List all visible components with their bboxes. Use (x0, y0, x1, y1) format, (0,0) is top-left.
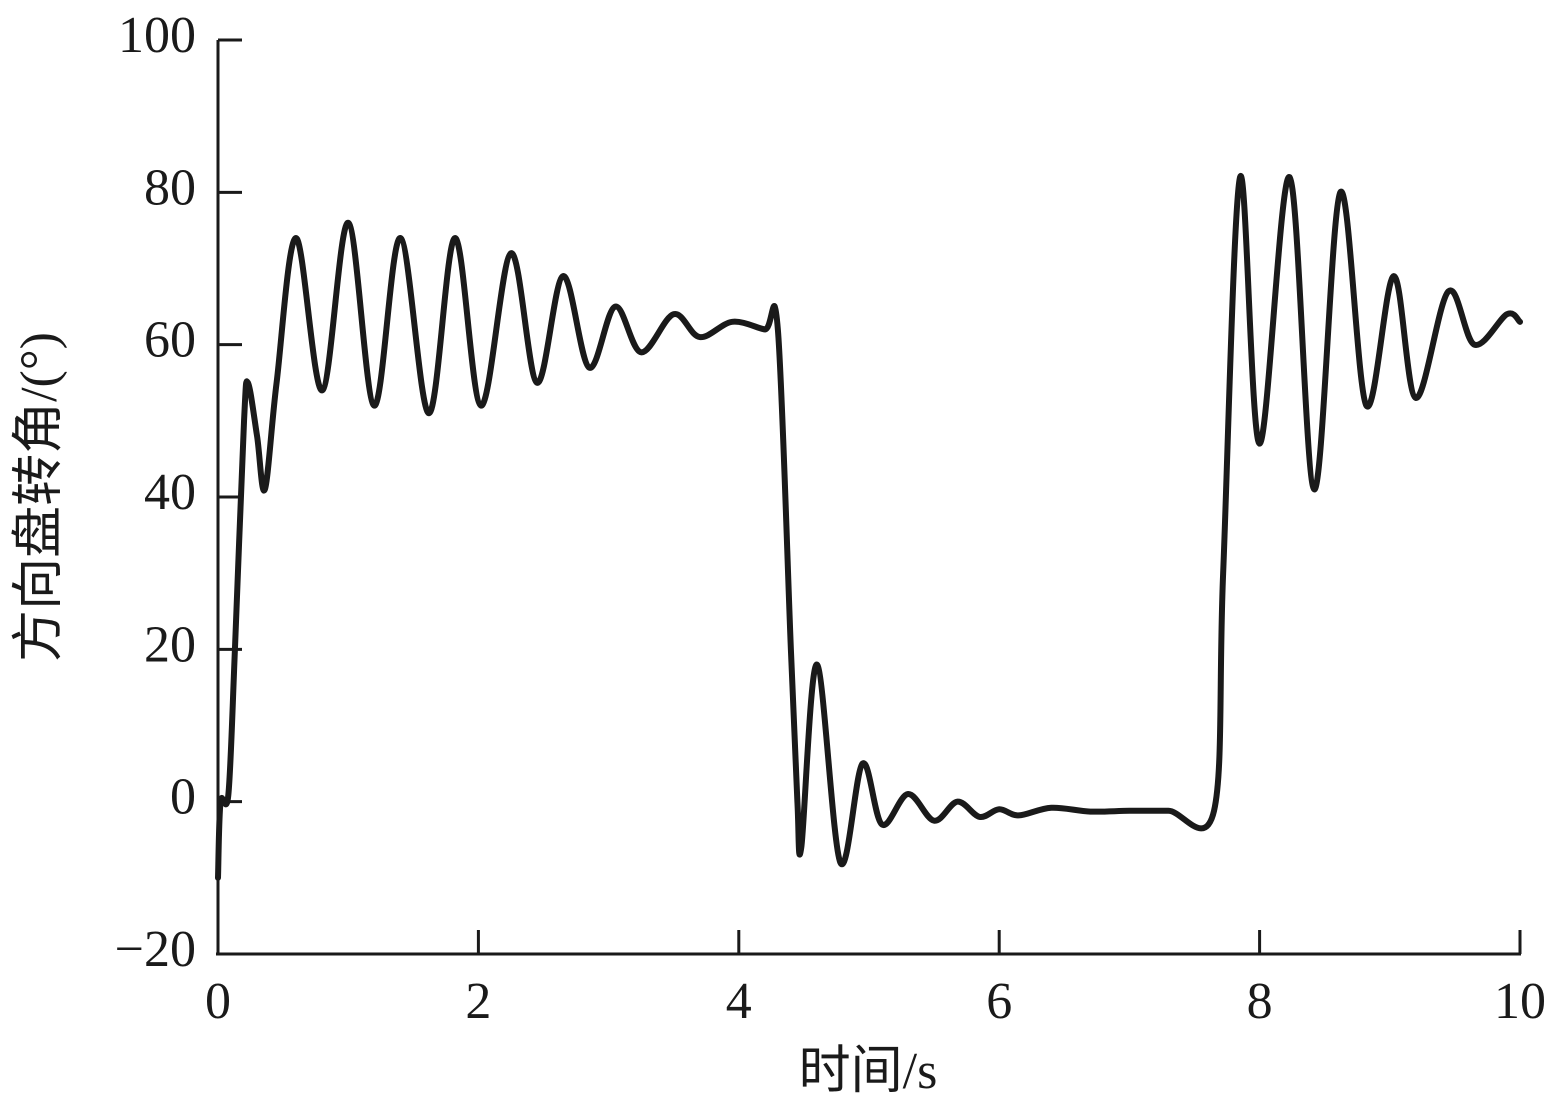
y-tick-label: 60 (144, 312, 196, 369)
y-tick-label: 80 (144, 159, 196, 216)
data-line (215, 173, 1523, 881)
y-tick-label: 40 (144, 464, 196, 521)
x-tick-label: 0 (205, 973, 231, 1030)
y-tick-label: 0 (170, 769, 196, 826)
y-tick-label: 20 (144, 616, 196, 673)
x-tick-label: 8 (1247, 973, 1273, 1030)
x-tick-label: 4 (726, 973, 752, 1030)
y-tick-label: −20 (115, 921, 196, 978)
x-tick-label: 2 (465, 973, 491, 1030)
y-axis-label: 方向盘转角/(°) (11, 332, 68, 662)
x-tick-label: 6 (986, 973, 1012, 1030)
y-tick-label: 100 (118, 7, 196, 64)
x-axis-label: 时间/s (799, 1043, 938, 1100)
x-tick-label: 10 (1494, 973, 1546, 1030)
